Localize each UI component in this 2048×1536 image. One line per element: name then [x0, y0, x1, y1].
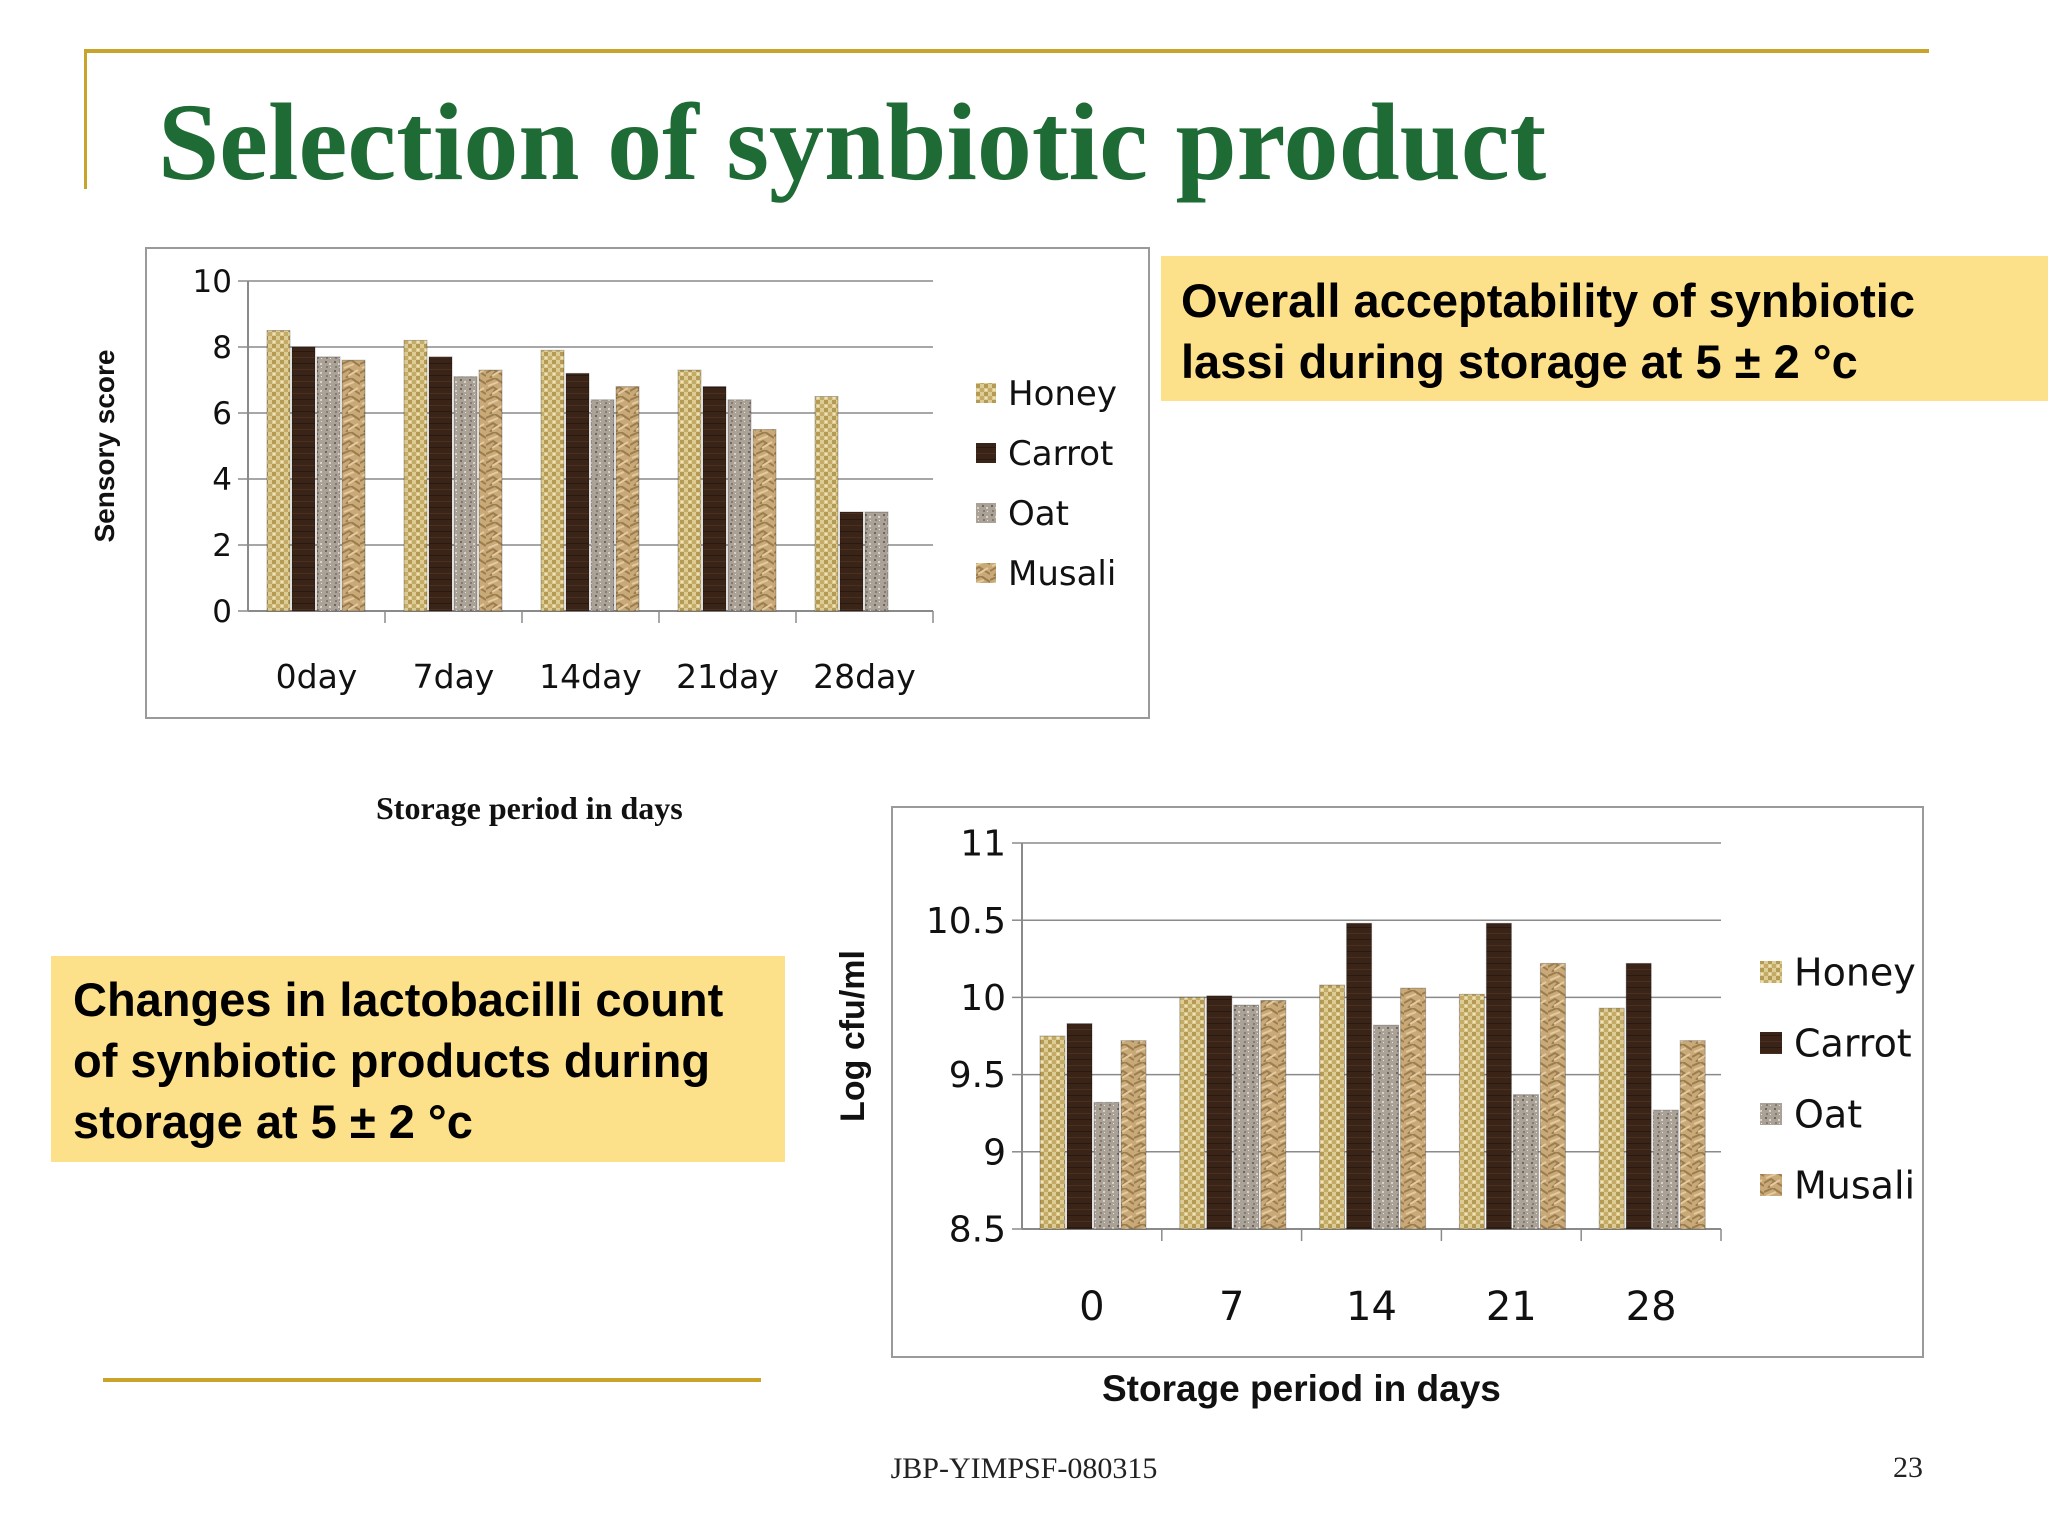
x-tick-label: 21day: [676, 657, 779, 696]
y-tick-label: 0: [212, 594, 232, 630]
x-tick-label: 0day: [276, 657, 358, 696]
bar-oat-0day: [316, 356, 341, 612]
legend-swatch-carrot: [1760, 1032, 1782, 1054]
footer-rule: [103, 1378, 761, 1382]
bar-oat-14day: [590, 399, 615, 612]
bar-honey-0day: [266, 330, 291, 612]
legend-label-honey: Honey: [1008, 374, 1117, 414]
legend-swatch-oat: [976, 503, 996, 523]
bar-honey-0: [1039, 1035, 1066, 1230]
bar-musali-7day: [478, 369, 503, 612]
callout-overall-acceptability: Overall acceptability of synbiotic lassi…: [1161, 256, 2048, 401]
x-tick-label: 28day: [813, 657, 916, 696]
legend-label-musali: Musali: [1008, 554, 1116, 594]
bar-musali-7: [1260, 999, 1287, 1230]
y-tick-label: 8: [212, 330, 232, 366]
legend-label-honey: Honey: [1794, 950, 1916, 994]
x-tick-label: 14day: [539, 657, 642, 696]
bar-carrot-28day: [839, 511, 864, 612]
bar-oat-0: [1093, 1101, 1120, 1230]
bar-oat-21: [1512, 1094, 1539, 1230]
chart2-x-axis-title: Storage period in days: [1102, 1368, 1501, 1409]
bar-musali-0day: [341, 359, 366, 612]
bar-musali-14: [1400, 987, 1427, 1230]
footer-text: JBP-YIMPSF-080315: [890, 1452, 1158, 1485]
bar-musali-28: [1679, 1040, 1706, 1230]
bar-honey-14: [1319, 984, 1346, 1230]
legend-label-musali: Musali: [1794, 1163, 1915, 1207]
x-tick-label: 0: [1079, 1284, 1104, 1330]
bar-carrot-7day: [428, 356, 453, 612]
bar-honey-28: [1598, 1007, 1625, 1230]
legend-swatch-carrot: [976, 443, 996, 463]
bar-oat-7day: [453, 376, 478, 612]
bar-carrot-0: [1066, 1023, 1093, 1230]
x-tick-label: 21: [1486, 1284, 1537, 1330]
bar-carrot-14day: [565, 372, 590, 612]
bar-honey-14day: [540, 349, 565, 612]
title-rule-left: [84, 49, 87, 189]
bar-carrot-0day: [291, 346, 316, 612]
x-tick-label: 7day: [413, 657, 495, 696]
y-tick-label: 10.5: [926, 901, 1006, 942]
legend-swatch-oat: [1760, 1103, 1782, 1125]
legend-label-carrot: Carrot: [1794, 1021, 1912, 1065]
y-tick-label: 10: [193, 264, 232, 300]
bar-carrot-21day: [702, 386, 727, 612]
chart-sensory-score: 0 2 4 6 8 10 0day 7day 14day 21day 28day Honey Carro…: [89, 264, 1117, 696]
title-rule-top: [84, 49, 1929, 53]
bar-oat-28day: [864, 511, 889, 612]
legend-label-carrot: Carrot: [1008, 434, 1113, 474]
legend-label-oat: Oat: [1794, 1092, 1862, 1136]
y-axis-title: Log cfu/ml: [834, 950, 872, 1122]
page-number: 23: [1893, 1451, 1923, 1484]
y-tick-label: 9.5: [949, 1055, 1006, 1096]
bar-musali-21: [1539, 962, 1566, 1230]
y-axis-title: Sensory score: [89, 350, 120, 543]
bar-oat-21day: [727, 399, 752, 612]
bar-honey-21day: [677, 369, 702, 612]
bar-honey-7day: [403, 339, 428, 612]
bar-oat-7: [1233, 1004, 1260, 1230]
bar-honey-28day: [814, 396, 839, 612]
bar-carrot-14: [1346, 922, 1373, 1230]
callout-lactobacilli-count: Changes in lactobacilli count of synbiot…: [51, 956, 785, 1162]
y-tick-label: 4: [212, 462, 232, 498]
legend-swatch-musali: [1760, 1174, 1782, 1196]
legend-swatch-honey: [1760, 961, 1782, 983]
bar-carrot-7: [1206, 995, 1233, 1230]
y-tick-label: 8.5: [949, 1210, 1006, 1251]
x-tick-label: 7: [1219, 1284, 1244, 1330]
y-tick-label: 2: [212, 528, 232, 564]
y-tick-label: 6: [212, 396, 232, 432]
legend-swatch-musali: [976, 563, 996, 583]
bar-carrot-21: [1485, 922, 1512, 1230]
bar-oat-14: [1373, 1024, 1400, 1230]
bar-honey-7: [1179, 996, 1206, 1230]
y-tick-label: 10: [960, 978, 1006, 1019]
bar-honey-21: [1458, 993, 1485, 1230]
chart1-x-axis-title: Storage period in days: [376, 790, 683, 826]
bar-oat-28: [1652, 1109, 1679, 1230]
legend-label-oat: Oat: [1008, 494, 1069, 534]
bar-musali-14day: [615, 386, 640, 612]
legend-swatch-honey: [976, 383, 996, 403]
bar-musali-0: [1120, 1040, 1147, 1230]
slide-title: Selection of synbiotic product: [158, 81, 1547, 203]
bar-carrot-28: [1625, 962, 1652, 1230]
chart-lactobacilli-count: 8.5 9 9.5 10 10.5 11 0 7 14 21 28 Honey Carrot Oat Mus…: [834, 824, 1916, 1330]
x-tick-label: 28: [1626, 1284, 1677, 1330]
x-tick-label: 14: [1346, 1284, 1397, 1330]
bar-musali-21day: [752, 429, 777, 612]
y-tick-label: 11: [960, 824, 1006, 865]
y-tick-label: 9: [983, 1132, 1006, 1173]
